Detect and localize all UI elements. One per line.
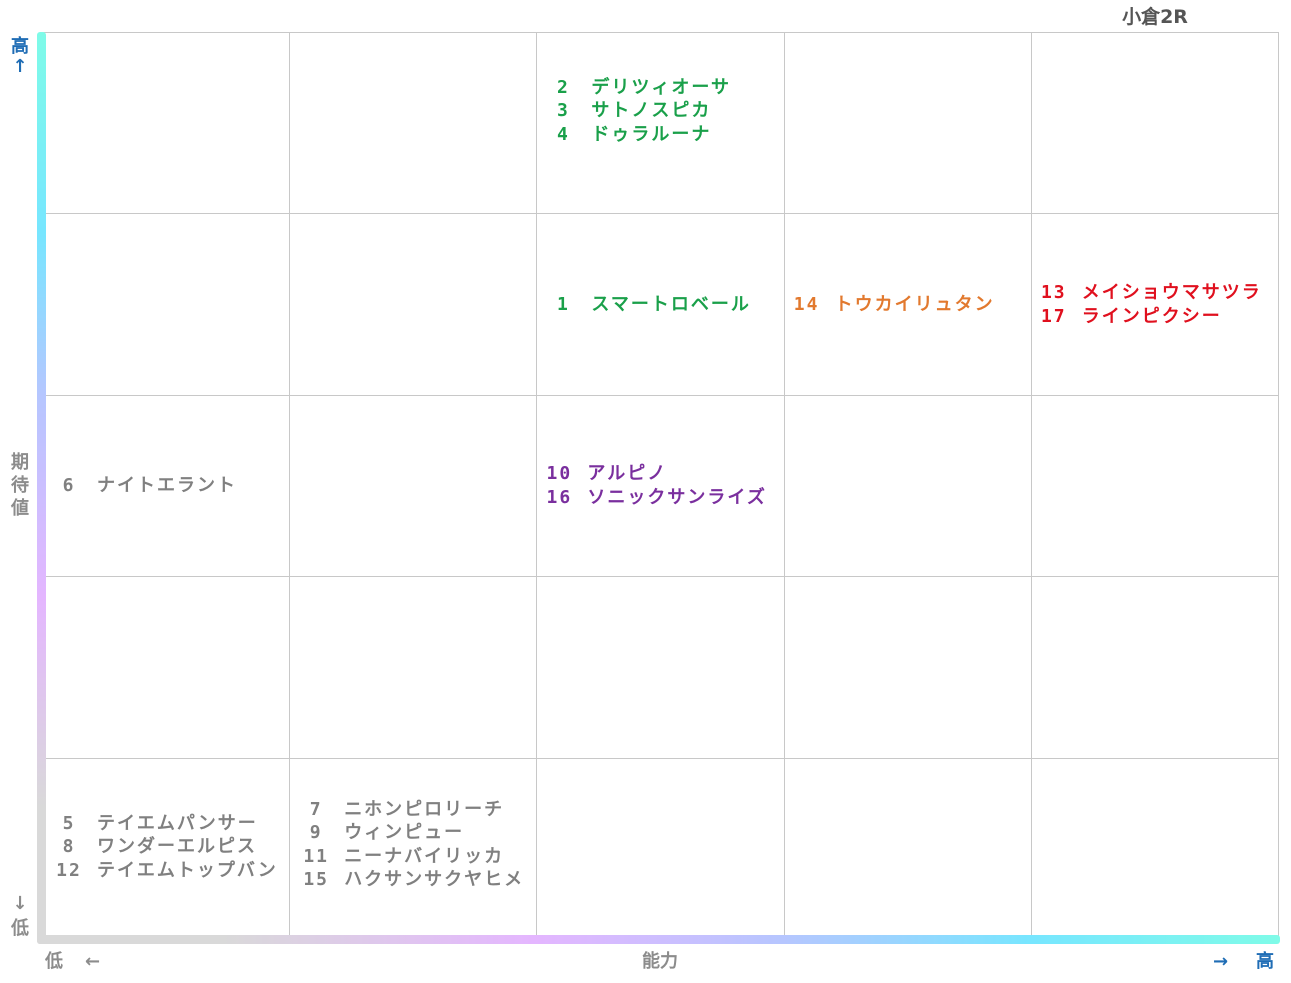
horse-entry: 1 スマートロベール [547, 293, 750, 317]
cell-r1c4: 13 メイショウマサツラ 17 ラインピクシー [1030, 214, 1278, 396]
horse-name: サトノスピカ [591, 100, 712, 122]
horse-number: 1 [556, 293, 570, 315]
down-arrow-icon: ↓ [12, 893, 28, 914]
cell-r4c2 [536, 758, 784, 940]
horse-name: ドゥラルーナ [591, 123, 712, 145]
horse-number: 3 [556, 100, 570, 122]
horse-entry: 16 ソニックサンライズ [543, 486, 766, 510]
cell-r2c3 [783, 395, 1031, 578]
horse-number: 11 [303, 845, 330, 867]
entry-list: 10 アルピノ 16 ソニックサンライズ [543, 462, 766, 509]
horse-entry: 12 テイエムトップバン [53, 859, 278, 883]
horse-entry: 5 テイエムパンサー [53, 812, 278, 836]
horse-name: テイエムパンサー [97, 812, 258, 834]
entry-list: 14 トウカイリュタン [791, 293, 995, 317]
x-axis-title: 能力 [642, 951, 678, 972]
cell-r3c3 [783, 577, 1031, 759]
entry-list: 2 デリツィオーサ 3 サトノスピカ 4 ドゥラルーナ [547, 76, 731, 147]
horse-entry: 8 ワンダーエルピス [53, 835, 278, 859]
cell-r3c0 [42, 577, 290, 759]
horse-entry: 17 ラインピクシー [1038, 305, 1262, 329]
right-arrow-icon: → [1213, 951, 1229, 972]
cell-r0c2: 2 デリツィオーサ 3 サトノスピカ 4 ドゥラルーナ [536, 33, 784, 215]
cell-r3c1 [289, 577, 537, 759]
horse-entry: 6 ナイトエラント [53, 474, 237, 498]
horse-entry: 2 デリツィオーサ [547, 76, 731, 100]
horse-entry: 4 ドゥラルーナ [547, 123, 731, 147]
left-arrow-icon: ← [85, 951, 101, 972]
entry-list: 1 スマートロベール [547, 293, 750, 317]
cell-r4c0: 5 テイエムパンサー 8 ワンダーエルピス 12 テイエムトップバン [42, 758, 290, 940]
horse-number: 5 [62, 812, 76, 834]
horse-name: ワンダーエルピス [97, 836, 257, 858]
cell-r4c1: 7 ニホンピロリーチ 9 ウィンピュー 11 ニーナバイリッカ 15 ハクサンサクヤヒメ [289, 758, 537, 940]
horse-number: 7 [309, 798, 323, 820]
cell-r1c2: 1 スマートロベール [536, 214, 784, 396]
cell-r3c2 [536, 577, 784, 759]
horse-name: メイショウマサツラ [1081, 282, 1262, 304]
horse-number: 12 [56, 859, 82, 881]
horse-entry: 13 メイショウマサツラ [1038, 281, 1262, 305]
horse-number: 16 [546, 486, 573, 508]
cell-r0c4 [1030, 33, 1278, 215]
cell-r4c4 [1030, 758, 1278, 940]
y-axis-high-label: 高 [11, 36, 29, 57]
cell-r0c1 [289, 33, 537, 215]
x-axis-low-label: 低 [45, 951, 63, 972]
cell-r0c0 [42, 33, 290, 215]
cell-r2c1 [289, 395, 537, 578]
horse-number: 9 [309, 822, 323, 844]
horse-name: ハクサンサクヤヒメ [344, 869, 525, 891]
horse-name: ニーナバイリッカ [344, 845, 505, 867]
matrix-grid: 2 デリツィオーサ 3 サトノスピカ 4 ドゥラルーナ 1 スマートロベール 14 トウカイリ… [42, 32, 1279, 940]
cell-r2c4 [1030, 395, 1278, 578]
x-axis-gradient-bar [37, 935, 1280, 944]
horse-entry: 10 アルピノ [543, 462, 766, 486]
cell-r1c3: 14 トウカイリュタン [783, 214, 1031, 396]
up-arrow-icon: ↑ [12, 56, 28, 77]
entry-list: 5 テイエムパンサー 8 ワンダーエルピス 12 テイエムトップバン [53, 812, 278, 883]
cell-r0c3 [783, 33, 1031, 215]
cell-r2c2: 10 アルピノ 16 ソニックサンライズ [536, 395, 784, 578]
horse-number: 6 [62, 475, 76, 497]
horse-number: 17 [1040, 305, 1067, 327]
horse-number: 15 [303, 869, 330, 891]
x-axis-high-label: 高 [1256, 951, 1274, 972]
y-axis-title: 期待値 [11, 452, 29, 519]
horse-name: ナイトエラント [97, 475, 237, 497]
horse-name: スマートロベール [591, 293, 751, 315]
entry-list: 13 メイショウマサツラ 17 ラインピクシー [1038, 281, 1262, 328]
entry-list: 7 ニホンピロリーチ 9 ウィンピュー 11 ニーナバイリッカ 15 ハクサンサクヤヒメ [300, 798, 524, 892]
y-axis-gradient-bar [37, 32, 46, 944]
horse-name: テイエムトップバン [97, 859, 278, 881]
horse-number: 10 [546, 463, 573, 485]
y-axis-low-label: 低 [11, 918, 29, 939]
horse-name: ラインピクシー [1081, 305, 1222, 327]
horse-number: 13 [1040, 282, 1067, 304]
horse-entry: 14 トウカイリュタン [791, 293, 995, 317]
horse-entry: 3 サトノスピカ [547, 99, 731, 123]
cell-r1c1 [289, 214, 537, 396]
horse-number: 8 [62, 836, 76, 858]
horse-entry: 9 ウィンピュー [300, 821, 524, 845]
horse-number: 14 [793, 293, 820, 315]
horse-name: アルピノ [587, 463, 668, 485]
horse-name: デリツィオーサ [591, 76, 732, 98]
horse-entry: 15 ハクサンサクヤヒメ [300, 868, 524, 892]
cell-r2c0: 6 ナイトエラント [42, 395, 290, 578]
horse-name: トウカイリュタン [834, 293, 995, 315]
horse-entry: 7 ニホンピロリーチ [300, 798, 524, 822]
horse-name: ウィンピュー [344, 822, 465, 844]
cell-r4c3 [783, 758, 1031, 940]
horse-name: ニホンピロリーチ [344, 798, 505, 820]
race-title: 小倉2R [1122, 6, 1188, 28]
entry-list: 6 ナイトエラント [53, 474, 237, 498]
cell-r3c4 [1030, 577, 1278, 759]
horse-number: 2 [556, 76, 570, 98]
horse-name: ソニックサンライズ [587, 486, 767, 508]
cell-r1c0 [42, 214, 290, 396]
horse-number: 4 [556, 123, 570, 145]
horse-entry: 11 ニーナバイリッカ [300, 845, 524, 869]
